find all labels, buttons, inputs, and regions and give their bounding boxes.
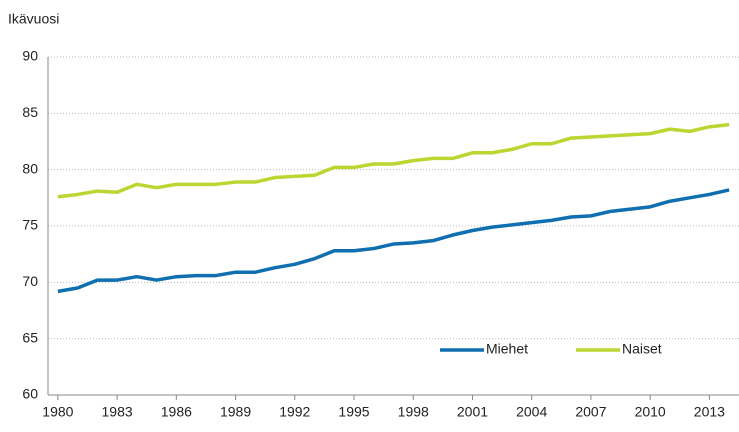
- x-tick-label: 2013: [694, 404, 725, 420]
- line-series: [57, 122, 730, 199]
- x-tick-label: 1995: [338, 404, 369, 420]
- x-tick-label: 2001: [457, 404, 488, 420]
- x-tick-label: 1980: [42, 404, 73, 420]
- x-tick-label: 1986: [161, 404, 192, 420]
- y-tick-label: 80: [22, 160, 38, 176]
- x-tick-label: 2004: [516, 404, 547, 420]
- x-tick-label: 2010: [635, 404, 666, 420]
- y-axis-title: Ikävuosi: [8, 11, 59, 27]
- y-tick-label: 70: [22, 273, 38, 289]
- legend-label: Naiset: [622, 341, 662, 357]
- line-series: [57, 188, 730, 294]
- x-tick-label: 1989: [220, 404, 251, 420]
- legend-label: Miehet: [486, 341, 528, 357]
- y-tick-label: 90: [22, 48, 38, 64]
- x-tick-label: 1992: [279, 404, 310, 420]
- y-tick-label: 65: [22, 329, 38, 345]
- y-tick-label: 75: [22, 217, 38, 233]
- x-tick-label: 2007: [575, 404, 606, 420]
- x-tick-label: 1983: [102, 404, 133, 420]
- x-tick-label: 1998: [398, 404, 429, 420]
- y-tick-label: 60: [22, 386, 38, 402]
- y-tick-label: 85: [22, 104, 38, 120]
